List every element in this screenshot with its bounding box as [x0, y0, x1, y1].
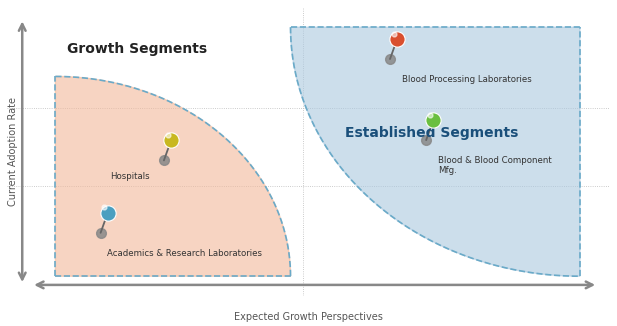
Text: Blood & Blood Component
Mfg.: Blood & Blood Component Mfg.: [438, 156, 552, 175]
Text: Hospitals: Hospitals: [110, 172, 149, 181]
Text: Growth Segments: Growth Segments: [67, 42, 207, 56]
Polygon shape: [56, 76, 291, 276]
Text: Established Segments: Established Segments: [345, 126, 518, 140]
Text: Academics & Research Laboratories: Academics & Research Laboratories: [107, 249, 262, 258]
Text: Blood Processing Laboratories: Blood Processing Laboratories: [402, 75, 532, 84]
Text: Expected Growth Perspectives: Expected Growth Perspectives: [234, 312, 383, 322]
Text: Current Adoption Rate: Current Adoption Rate: [8, 97, 18, 206]
Polygon shape: [291, 27, 580, 276]
